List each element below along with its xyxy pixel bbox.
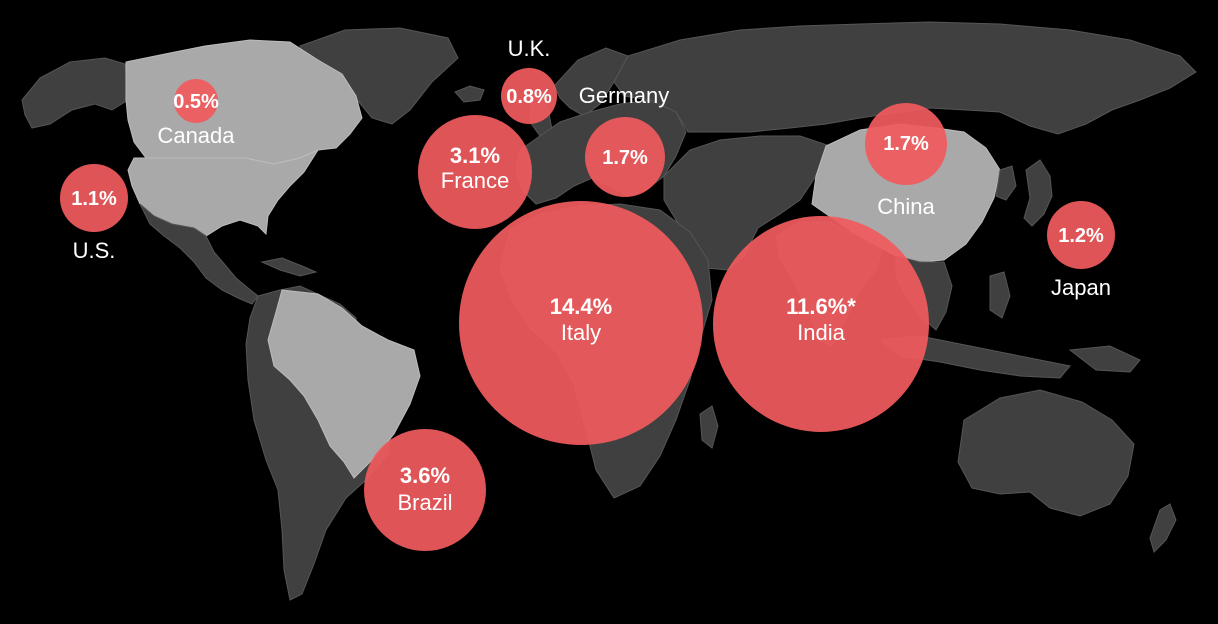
bubble-france bbox=[418, 115, 532, 229]
bubble-china bbox=[865, 103, 947, 185]
land-scandinavia bbox=[553, 47, 629, 117]
land-iceland bbox=[454, 85, 485, 103]
land-australia bbox=[957, 389, 1135, 517]
land-madagascar bbox=[699, 405, 719, 449]
value-label-us: 1.1% bbox=[71, 188, 117, 210]
land-caribbean bbox=[260, 257, 318, 277]
land-philippines bbox=[989, 271, 1011, 319]
country-label-india: India bbox=[797, 320, 845, 345]
land-new-guinea bbox=[1068, 345, 1141, 373]
country-label-canada: Canada bbox=[157, 123, 235, 148]
country-label-france: France bbox=[441, 168, 509, 193]
value-label-germany: 1.7% bbox=[602, 147, 648, 169]
country-label-brazil: Brazil bbox=[397, 490, 452, 515]
country-label-china: China bbox=[877, 194, 935, 219]
bubble-italy bbox=[459, 201, 703, 445]
value-label-canada: 0.5% bbox=[173, 91, 219, 113]
value-label-italy: 14.4% bbox=[550, 294, 612, 319]
land-russia bbox=[613, 21, 1197, 135]
country-label-italy: Italy bbox=[561, 320, 601, 345]
value-label-japan: 1.2% bbox=[1058, 225, 1104, 247]
bubble-us bbox=[60, 164, 128, 232]
bubble-uk bbox=[501, 68, 557, 124]
bubble-india bbox=[713, 216, 929, 432]
bubble-canada bbox=[174, 79, 218, 123]
bubble-japan bbox=[1047, 201, 1115, 269]
land-new-zealand bbox=[1149, 503, 1177, 553]
bubble-layer: 1.1% U.S. 0.5% Canada 0.8% U.K. 1.7% Germany 3.1… bbox=[60, 36, 1115, 551]
value-label-india: 11.6%* bbox=[786, 294, 856, 319]
country-label-germany: Germany bbox=[579, 83, 669, 108]
bubble-germany bbox=[585, 117, 665, 197]
land-alaska bbox=[21, 57, 129, 129]
land-korea bbox=[995, 165, 1017, 201]
land-brazil bbox=[267, 289, 421, 479]
land-canada bbox=[125, 39, 363, 165]
country-label-japan: Japan bbox=[1051, 275, 1111, 300]
country-label-us: U.S. bbox=[73, 238, 116, 263]
country-label-uk: U.K. bbox=[508, 36, 551, 61]
value-label-uk: 0.8% bbox=[506, 86, 552, 108]
land-indonesia bbox=[878, 335, 1071, 379]
land-japan bbox=[1023, 159, 1053, 227]
value-label-china: 1.7% bbox=[883, 133, 929, 155]
bubble-brazil bbox=[364, 429, 486, 551]
value-label-france: 3.1% bbox=[450, 143, 500, 168]
value-label-brazil: 3.6% bbox=[400, 463, 450, 488]
